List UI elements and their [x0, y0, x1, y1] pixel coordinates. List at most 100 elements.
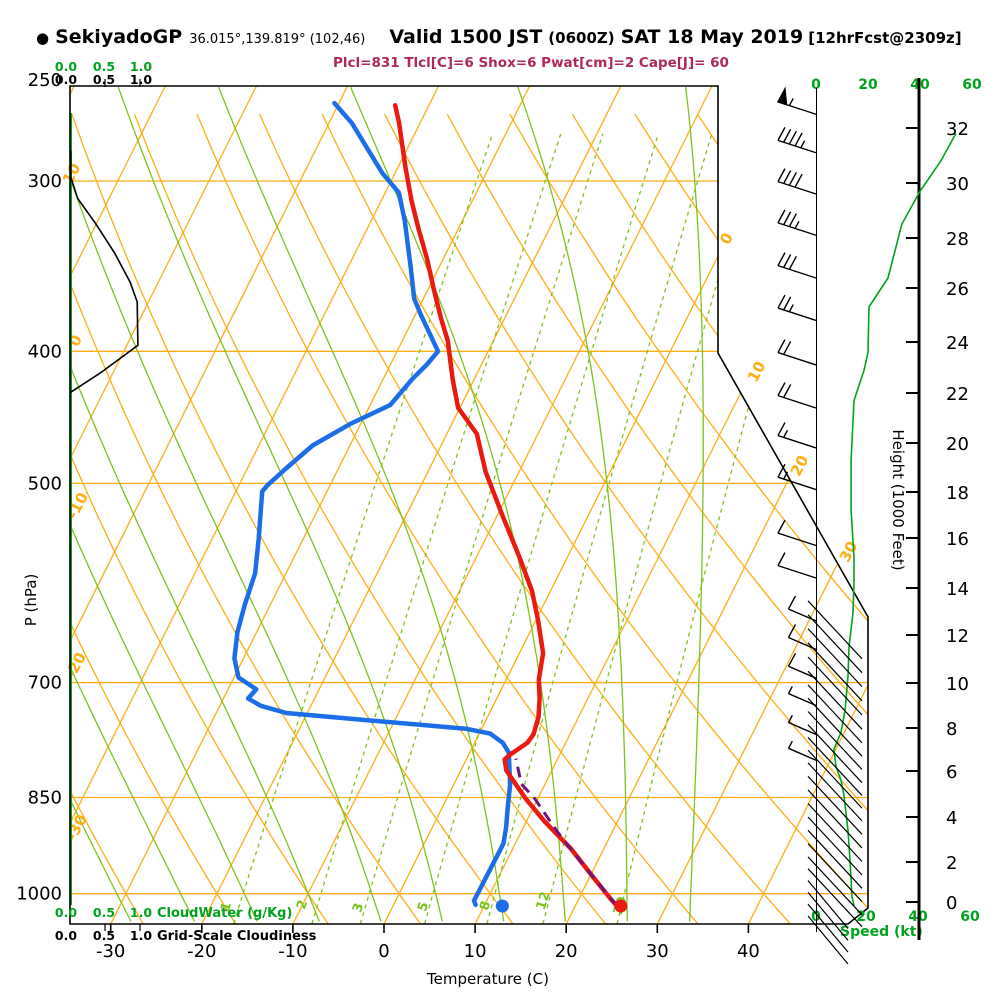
moist-adiabat-line [70, 86, 320, 922]
temperature-tick-label: 0 [378, 941, 389, 962]
header: ● SekiyadoGP 36.015°,139.819° (102,46) Vali… [36, 26, 986, 48]
parcel-curve [514, 758, 619, 907]
mixing-ratio-line [232, 133, 494, 924]
pressure-axis-title: P (hPa) [22, 574, 40, 627]
wind-barb [777, 519, 817, 547]
isotherm-label: 30 [836, 538, 862, 565]
temperature-tick-label: 40 [737, 941, 760, 962]
cloudwater-scale-top: 1.0 [130, 59, 152, 74]
speed-scale-top: 60 [962, 77, 982, 93]
dry-adiabat-line [384, 113, 868, 924]
pressure-tick-label: 850 [28, 787, 62, 808]
isotherm-label: 0 [716, 230, 737, 248]
sounding-curves [70, 100, 620, 909]
dry-adiabat-label: -30 [62, 811, 91, 843]
cloudwater-scale-top: 0.5 [93, 59, 115, 74]
pressure-tick-label: 250 [28, 70, 62, 91]
station-coordinates: 36.015°,139.819° (102,46) [189, 32, 366, 47]
speed-scale-bottom: 60 [960, 909, 980, 925]
isotherm-line [474, 86, 868, 924]
mixing-ratio-label: 1 [218, 900, 235, 913]
wind-barb [776, 86, 817, 115]
wind-barb [777, 168, 817, 195]
isotherm-line [70, 86, 166, 924]
wind-barb [787, 715, 817, 736]
mixing-ratio-line [423, 133, 659, 924]
height-tick-label: 8 [946, 719, 957, 740]
height-tick-label: 16 [946, 529, 969, 550]
cloudiness-curve [70, 150, 139, 394]
mixing-ratio-line [486, 133, 713, 924]
dry-adiabat-line [70, 114, 237, 924]
cloudiness-scale-bottom: 0.0 [55, 928, 77, 943]
isotherm-line [70, 86, 349, 924]
speed-scale-bottom: 20 [856, 909, 876, 925]
mixing-ratio-label: 8 [477, 899, 494, 912]
moist-adiabat-line [70, 86, 382, 922]
isotherm-line [70, 86, 440, 924]
wind-barb [787, 652, 817, 679]
isotherm-line [565, 86, 868, 924]
height-tick-label: 30 [946, 174, 969, 195]
height-tick-label: 32 [946, 119, 969, 140]
dry-adiabat-line [70, 114, 144, 924]
height-tick-label: 14 [946, 579, 969, 600]
moist-adiabat-line [217, 86, 505, 922]
dry-adiabat-line [822, 113, 868, 924]
height-tick-label: 26 [946, 279, 969, 300]
isotherm-line [110, 86, 531, 924]
pressure-tick-label: 500 [28, 473, 62, 494]
isotherm-line [201, 86, 622, 924]
temperature-tick-label: -20 [187, 941, 216, 962]
wind-barb [777, 422, 817, 449]
wind-barb [777, 127, 817, 154]
pressure-tick-label: 700 [28, 673, 62, 694]
wind-barb [777, 294, 817, 322]
cloudiness-scale-top: 1.0 [130, 72, 152, 87]
speed-scale-top: 20 [858, 77, 878, 93]
valid-date: SAT 18 May 2019 [620, 26, 804, 48]
wind-barb [777, 463, 817, 491]
surface-temperature-dot [614, 899, 628, 913]
wind-barb [777, 252, 817, 279]
isotherm-line [747, 86, 868, 924]
temperature-axis-title: Temperature (C) [426, 970, 549, 988]
cloudwater-scale-bottom: 0.0 [55, 905, 77, 920]
height-tick-label: 12 [946, 626, 969, 647]
moist-adiabat-line [70, 86, 258, 922]
dry-adiabat-line [509, 113, 868, 924]
mixing-ratio-label: 12 [534, 890, 554, 912]
isotherm-line [383, 86, 804, 924]
mixing-ratio-label: 5 [415, 900, 432, 913]
moist-adiabat-line [70, 86, 195, 922]
cloudiness-scale-top: 0.0 [55, 72, 77, 87]
temperature-tick-label: -30 [96, 941, 125, 962]
height-tick-label: 0 [946, 893, 957, 914]
isotherm-label: 20 [787, 452, 813, 479]
dry-adiabat-line [70, 114, 329, 924]
mixing-ratio-line [616, 133, 824, 924]
speed-scale-top: 0 [811, 77, 821, 93]
station-bullet-icon: ● [36, 29, 50, 47]
surface-dewpoint-dot [495, 899, 509, 913]
mixing-ratio-line [359, 133, 604, 924]
moist-adiabat-line [70, 86, 132, 922]
dry-adiabat-line [259, 113, 791, 924]
wind-barb [777, 339, 817, 366]
wind-barb [777, 209, 817, 236]
mixing-ratio-line [542, 133, 761, 924]
wind-barb [777, 552, 817, 579]
moist-adiabat-line [117, 86, 444, 922]
moist-adiabat-line [517, 86, 628, 922]
cloudwater-scale-top: 0.0 [55, 59, 77, 74]
cloudwater-scale-bottom: 0.5 [93, 905, 115, 920]
mixing-ratio-line [311, 133, 562, 924]
temperature-curve [392, 103, 620, 909]
cloudiness-label: Grid-Scale Cloudiness [157, 929, 317, 944]
height-tick-label: 28 [946, 229, 969, 250]
pressure-tick-label: 300 [28, 171, 62, 192]
valid-utc: (0600Z) [548, 29, 615, 47]
wind-barb [787, 624, 817, 651]
